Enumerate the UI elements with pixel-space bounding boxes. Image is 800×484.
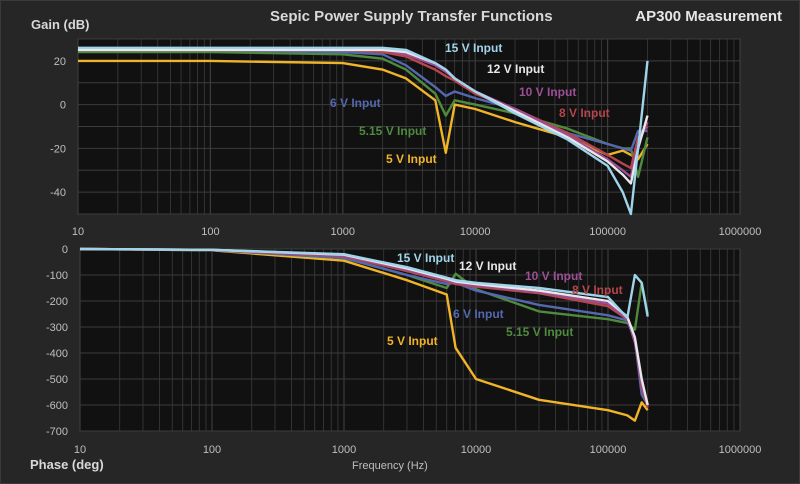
y-tick-label: 0 [60,100,66,112]
y-tick-label: 20 [54,56,66,68]
x-tick-label: 10 [74,444,86,456]
frequency-axis-label: Frequency (Hz) [352,460,428,472]
series-label: 5 V Input [387,334,438,348]
y-tick-label: -40 [50,187,66,199]
series-line [78,48,648,152]
y-tick-label: -300 [46,322,68,334]
y-tick-label: -400 [46,348,68,360]
series-label: 15 V Input [445,41,502,55]
x-tick-label: 100000 [590,444,627,456]
phase-axis-label: Phase (deg) [30,457,104,472]
series-label: 5.15 V Input [359,124,426,138]
y-tick-label: -500 [46,374,68,386]
series-label: 8 V Input [572,283,623,297]
series-label: 12 V Input [487,62,544,76]
x-tick-label: 1000000 [719,226,762,238]
series-label: 12 V Input [459,259,516,273]
series-label: 6 V Input [330,96,381,110]
x-tick-label: 1000 [332,444,356,456]
x-tick-label: 1000 [331,226,355,238]
y-tick-label: -600 [46,400,68,412]
x-tick-label: 100000 [589,226,626,238]
phase-plot: 0 -100 -200 -300 -400 -500 -600 -700 10 100 1000 10… [46,244,761,456]
series-line [78,59,649,161]
y-tick-label: -20 [50,143,66,155]
chart-title: Sepic Power Supply Transfer Functions [270,8,553,25]
y-tick-label: 0 [62,244,68,256]
series-label: 5 V Input [386,152,437,166]
y-tick-label: -200 [46,296,68,308]
series-line [79,247,649,320]
series-label: 10 V Input [519,85,576,99]
series-line [78,46,649,216]
series-line [79,247,649,422]
x-tick-label: 10000 [460,226,491,238]
series-label: 5.15 V Input [506,325,573,339]
gain-axis-label: Gain (dB) [31,17,90,32]
x-tick-label: 100 [203,444,221,456]
x-tick-label: 100 [201,226,219,238]
gain-plot: 20 0 -20 -40 10 100 1000 10000 100000 1000000 15 V… [50,38,762,238]
x-tick-label: 10 [72,226,84,238]
series-label: 8 V Input [559,106,610,120]
series-label: 10 V Input [525,269,582,283]
x-tick-label: 1000000 [719,444,762,456]
series-label: 6 V Input [453,307,504,321]
series-label: 15 V Input [397,251,454,265]
chart-subtitle: AP300 Measurement [635,8,782,25]
y-tick-label: -100 [46,270,68,282]
y-tick-label: -700 [46,426,68,438]
x-tick-label: 10000 [461,444,492,456]
